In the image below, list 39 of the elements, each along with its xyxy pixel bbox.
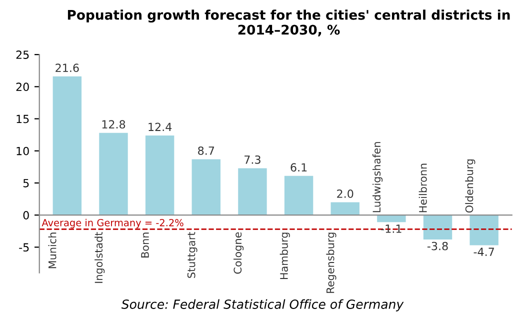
y-tick-label: 20: [16, 82, 29, 92]
chart-title: Popuation growth forecast for the cities' central districts in 2014–2030, %: [68, 10, 510, 36]
bar: [330, 202, 360, 216]
y-tick-label: 25: [16, 50, 29, 59]
x-tick-label: Ludwigshafen: [372, 142, 383, 212]
bar: [145, 135, 174, 216]
data-label: 8.7: [198, 146, 214, 155]
source-note: Source: Federal Statistical Office of Germany: [121, 299, 404, 312]
data-label: 6.1: [290, 163, 307, 172]
y-tick-label: 5: [23, 179, 29, 188]
data-label: -4.7: [474, 248, 494, 256]
data-label: -3.8: [427, 242, 448, 250]
x-tick-label: Cologne: [234, 232, 244, 274]
x-tick-label: Bonn: [141, 232, 149, 258]
x-tick-label: Oldenburg: [465, 159, 476, 213]
data-label: 21.6: [56, 64, 79, 72]
bar: [52, 76, 82, 216]
bar: [377, 215, 406, 222]
x-tick-label: Stuttgart: [187, 232, 198, 278]
bar: [284, 176, 314, 216]
bar: [470, 215, 498, 246]
y-tick-label: 0: [23, 211, 29, 220]
y-tick-label: -5: [19, 243, 29, 252]
x-tick-label: Ingolstadt: [94, 232, 105, 283]
bar: [99, 132, 128, 216]
y-tick-label: 15: [16, 114, 29, 124]
x-tick-label: Heilbronn: [418, 164, 427, 212]
ref-line-label: Average in Germany = -2.2%: [42, 218, 184, 228]
bar: [423, 215, 452, 240]
bar: [238, 168, 267, 216]
data-label: 7.3: [244, 155, 260, 164]
y-tick-label: 10: [16, 146, 29, 156]
x-tick-label: Hamburg: [280, 232, 290, 280]
data-label: 12.8: [102, 120, 126, 129]
x-tick-label: Munich: [48, 232, 56, 268]
bar: [192, 159, 220, 216]
x-tick-label: Regensburg: [326, 232, 336, 293]
data-label: 2.0: [337, 189, 354, 198]
data-label: 12.4: [148, 122, 172, 131]
